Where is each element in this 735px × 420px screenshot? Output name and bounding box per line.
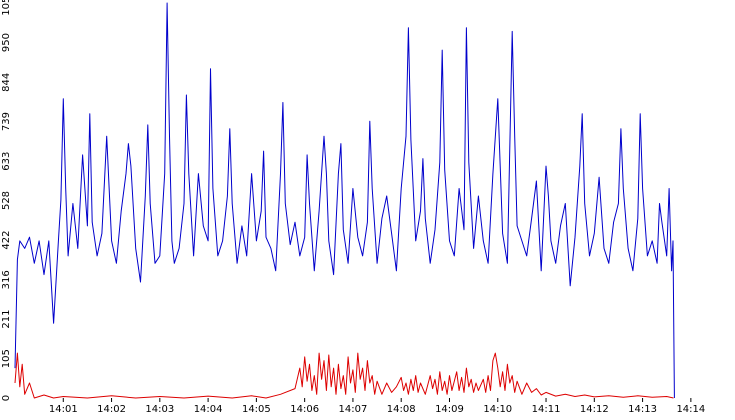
x-tick-label: 14:03 [145, 404, 174, 415]
x-tick-label: 14:11 [532, 404, 561, 415]
y-tick-label: 1056 [1, 0, 12, 16]
y-tick-label: 211 [1, 310, 12, 329]
x-tick-label: 14:04 [194, 404, 223, 415]
x-tick-label: 14:09 [435, 404, 464, 415]
x-tick-label: 14:10 [483, 404, 512, 415]
x-tick-label: 14:07 [339, 404, 368, 415]
x-tick-label: 14:01 [49, 404, 78, 415]
x-tick-label: 14:12 [580, 404, 609, 415]
series-line-1 [14, 2, 675, 399]
y-tick-label: 739 [1, 112, 12, 131]
x-tick-label: 14:02 [97, 404, 126, 415]
y-tick-label: 422 [1, 231, 12, 250]
x-tick-label: 14:08 [387, 404, 416, 415]
y-tick-label: 633 [1, 152, 12, 171]
y-tick-label: 528 [1, 191, 12, 210]
x-tick-label: 14:14 [676, 404, 705, 415]
x-tick-label: 14:05 [242, 404, 271, 415]
y-tick-label: 105 [1, 349, 12, 368]
y-tick-label: 316 [1, 270, 12, 289]
y-tick-label: 0 [1, 395, 12, 401]
series-line-2 [14, 352, 674, 399]
x-tick-label: 14:06 [290, 404, 319, 415]
y-tick-label: 844 [1, 73, 12, 92]
x-tick-label: 14:13 [628, 404, 657, 415]
y-tick-label: 950 [1, 33, 12, 52]
